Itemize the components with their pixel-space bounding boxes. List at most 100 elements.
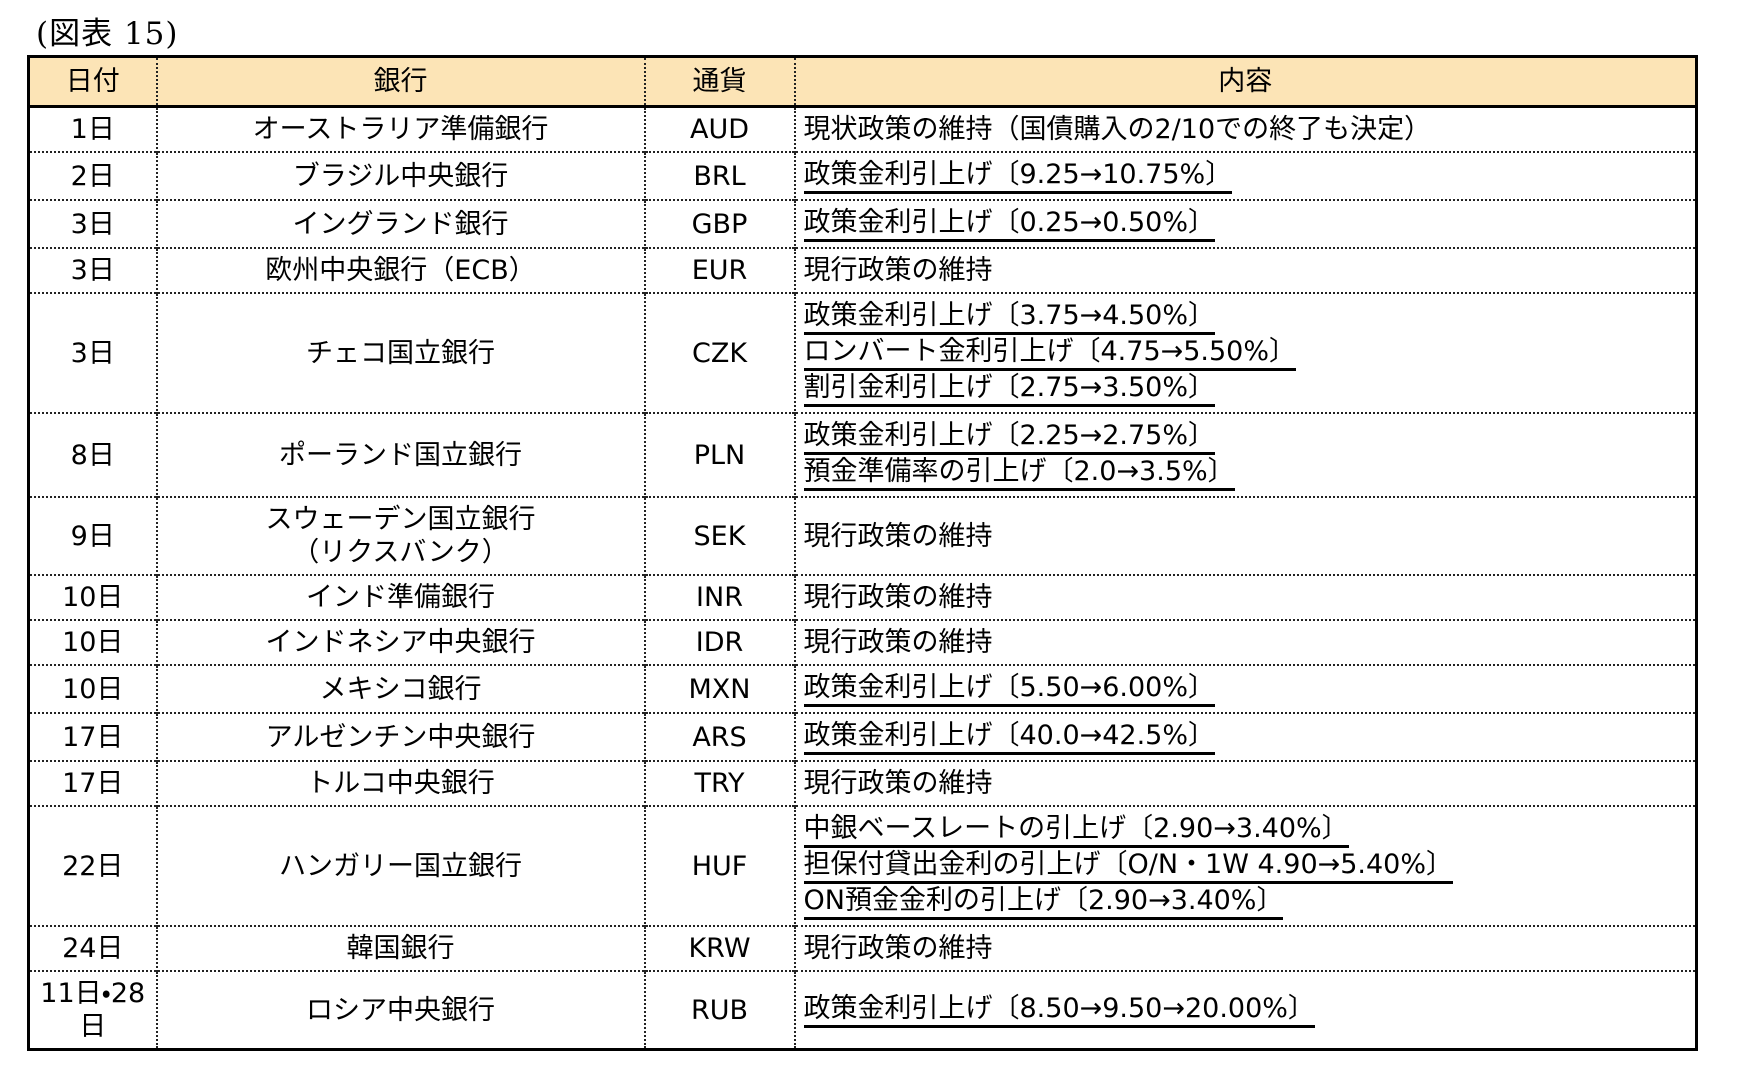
table-row: 11日・28日 ロシア中央銀行 RUB 政策金利引上げ〔8.50→9.50→20.00… xyxy=(28,970,1697,1050)
content-text: 現行政策の維持 xyxy=(803,255,993,286)
date-cell: 10日 xyxy=(28,619,157,665)
content-text-underlined: 政策金利引上げ〔8.50→9.50→20.00%〕 xyxy=(803,994,1315,1028)
content-cell: 現行政策の維持 xyxy=(793,760,1697,806)
currency-cell: GBP xyxy=(643,199,795,248)
table-row: 22日 ハンガリー国立銀行 HUF 中銀ベースレートの引上げ〔2.90→3.40%〕担… xyxy=(28,805,1697,926)
content-cell: 現行政策の維持 xyxy=(793,925,1697,971)
content-line: 政策金利引上げ〔2.25→2.75%〕 xyxy=(803,419,1690,455)
date-cell: 9日 xyxy=(28,496,157,575)
content-line: 現行政策の維持 xyxy=(804,520,1690,553)
table-row: 10日 インド準備銀行 INR 現行政策の維持 xyxy=(28,574,1697,620)
content-cell: 中銀ベースレートの引上げ〔2.90→3.40%〕 担保付貸出金利の引上げ〔O/N・… xyxy=(793,805,1697,926)
bank-name-line: ブラジル中央銀行 xyxy=(292,160,509,192)
content-cell: 政策金利引上げ〔8.50→9.50→20.00%〕 xyxy=(793,970,1697,1050)
currency-cell: BRL xyxy=(643,151,795,200)
content-line: 中銀ベースレートの引上げ〔2.90→3.40%〕 xyxy=(803,812,1690,848)
content-text: 現状政策の維持（国債購入の2/10での終了も決定） xyxy=(803,114,1432,145)
bank-name-line: アルゼンチン中央銀行 xyxy=(265,721,536,753)
content-text-underlined: ON預金金利の引上げ〔2.90→3.40%〕 xyxy=(803,886,1284,920)
bank-cell: トルコ中央銀行 xyxy=(155,760,645,806)
bank-cell: アルゼンチン中央銀行 xyxy=(155,712,645,761)
content-cell: 現状政策の維持（国債購入の2/10での終了も決定） xyxy=(793,106,1697,152)
content-cell: 政策金利引上げ〔0.25→0.50%〕 xyxy=(793,199,1697,248)
bank-name-line: スウェーデン国立銀行 xyxy=(265,504,536,535)
content-line: 現行政策の維持 xyxy=(804,767,1690,800)
content-cell: 政策金利引上げ〔5.50→6.00%〕 xyxy=(793,664,1697,713)
content-line: 現行政策の維持 xyxy=(804,254,1690,287)
content-line: 現行政策の維持 xyxy=(804,581,1690,614)
bank-cell: メキシコ銀行 xyxy=(155,664,645,713)
date-cell: 24日 xyxy=(28,925,157,971)
content-line: 政策金利引上げ〔3.75→4.50%〕 xyxy=(803,299,1690,335)
date-cell: 17日 xyxy=(28,712,157,761)
bank-name-line: チェコ国立銀行 xyxy=(306,337,495,369)
bank-cell: チェコ国立銀行 xyxy=(155,292,645,413)
currency-cell: EUR xyxy=(643,247,795,293)
bank-cell: ロシア中央銀行 xyxy=(155,970,645,1050)
content-text: 現行政策の維持 xyxy=(803,627,993,658)
bank-name-line: 欧州中央銀行（ECB） xyxy=(265,255,536,286)
bank-cell: インド準備銀行 xyxy=(155,574,645,620)
date-cell: 10日 xyxy=(28,664,157,713)
table-row: 10日 インドネシア中央銀行 IDR 現行政策の維持 xyxy=(28,619,1697,665)
currency-cell: CZK xyxy=(643,292,795,413)
date-cell: 1日 xyxy=(70,114,115,145)
bank-name-line: ハンガリー国立銀行 xyxy=(279,850,522,882)
currency-cell: INR xyxy=(643,574,795,620)
table-row: 24日 韓国銀行 KRW 現行政策の維持 xyxy=(28,925,1697,971)
table-row: 1日 オーストラリア準備銀行 AUD 現状政策の維持（国債購入の2/10での終了も決定… xyxy=(29,106,1697,152)
date-cell: 17日 xyxy=(28,760,157,806)
date-cell: 22日 xyxy=(28,805,157,926)
content-cell: 政策金利引上げ〔40.0→42.5%〕 xyxy=(793,712,1697,761)
content-text-underlined: 政策金利引上げ〔5.50→6.00%〕 xyxy=(803,673,1216,707)
currency-cell: PLN xyxy=(643,412,795,497)
content-cell: 政策金利引上げ〔2.25→2.75%〕 預金準備率の引上げ〔2.0→3.5%〕 xyxy=(793,412,1697,497)
table-body: 1日 オーストラリア準備銀行 AUD 現状政策の維持（国債購入の2/10での終了も決定… xyxy=(28,106,1697,1050)
bank-name-line: イングランド銀行 xyxy=(292,208,509,240)
content-line: 現状政策の維持（国債購入の2/10での終了も決定） xyxy=(804,113,1690,146)
currency-cell: AUD xyxy=(643,106,795,152)
table-row: 2日 ブラジル中央銀行 BRL 政策金利引上げ〔9.25→10.75%〕 xyxy=(28,151,1697,200)
currency-cell: IDR xyxy=(643,619,795,665)
content-line: 預金準備率の引上げ〔2.0→3.5%〕 xyxy=(803,455,1690,491)
content-text-underlined: 政策金利引上げ〔40.0→42.5%〕 xyxy=(803,721,1216,755)
date-cell: 3日 xyxy=(28,247,157,293)
currency-cell: MXN xyxy=(643,664,795,713)
date-cell: 2日 xyxy=(28,151,157,200)
bank-cell: スウェーデン国立銀行 （リクスバンク） xyxy=(155,496,645,575)
currency-cell: RUB xyxy=(643,970,795,1050)
header-date: 日付 xyxy=(28,56,157,108)
content-text: 現行政策の維持 xyxy=(803,933,993,964)
content-text-underlined: 割引金利引上げ〔2.75→3.50%〕 xyxy=(803,373,1216,407)
content-text: 現行政策の維持 xyxy=(803,520,993,552)
bank-cell: 韓国銀行 xyxy=(155,925,645,971)
currency-cell: KRW xyxy=(643,925,795,971)
content-cell: 政策金利引上げ〔9.25→10.75%〕 xyxy=(793,151,1697,200)
content-line: 現行政策の維持 xyxy=(804,626,1690,659)
table-row: 3日 イングランド銀行 GBP 政策金利引上げ〔0.25→0.50%〕 xyxy=(28,199,1697,248)
header-content: 内容 xyxy=(793,56,1697,108)
content-cell: 政策金利引上げ〔3.75→4.50%〕 ロンバート金利引上げ〔4.75→5.50%… xyxy=(793,292,1697,413)
header-row: 日付 銀行 通貨 内容 xyxy=(28,56,1697,108)
bank-cell: ハンガリー国立銀行 xyxy=(155,805,645,926)
content-text-underlined: 政策金利引上げ〔2.25→2.75%〕 xyxy=(803,421,1216,455)
content-line: 政策金利引上げ〔5.50→6.00%〕 xyxy=(803,671,1690,707)
table-header: 日付 銀行 通貨 内容 xyxy=(28,56,1697,108)
content-line: 政策金利引上げ〔40.0→42.5%〕 xyxy=(803,719,1690,755)
table-row: 3日 欧州中央銀行（ECB） EUR 現行政策の維持 xyxy=(28,247,1697,293)
content-line: 担保付貸出金利の引上げ〔O/N・1W 4.90→5.40%〕 xyxy=(803,848,1690,884)
bank-cell: イングランド銀行 xyxy=(155,199,645,248)
table-row: 10日 メキシコ銀行 MXN 政策金利引上げ〔5.50→6.00%〕 xyxy=(28,664,1697,713)
content-cell: 現行政策の維持 xyxy=(793,496,1697,575)
bank-name-line: オーストラリア準備銀行 xyxy=(252,114,549,145)
currency-cell: ARS xyxy=(643,712,795,761)
content-text-underlined: 担保付貸出金利の引上げ〔O/N・1W 4.90→5.40%〕 xyxy=(803,850,1454,884)
date-cell: 11日・28日 xyxy=(28,970,157,1050)
header-bank: 銀行 xyxy=(155,56,645,108)
bank-name-line: インドネシア中央銀行 xyxy=(265,627,536,658)
table-row: 17日 トルコ中央銀行 TRY 現行政策の維持 xyxy=(28,760,1697,806)
table-row: 8日 ポーランド国立銀行 PLN 政策金利引上げ〔2.25→2.75%〕 預金準備率の引… xyxy=(28,412,1697,497)
content-line: 割引金利引上げ〔2.75→3.50%〕 xyxy=(803,371,1690,407)
content-line: 政策金利引上げ〔0.25→0.50%〕 xyxy=(803,206,1690,242)
content-cell: 現行政策の維持 xyxy=(793,247,1697,293)
